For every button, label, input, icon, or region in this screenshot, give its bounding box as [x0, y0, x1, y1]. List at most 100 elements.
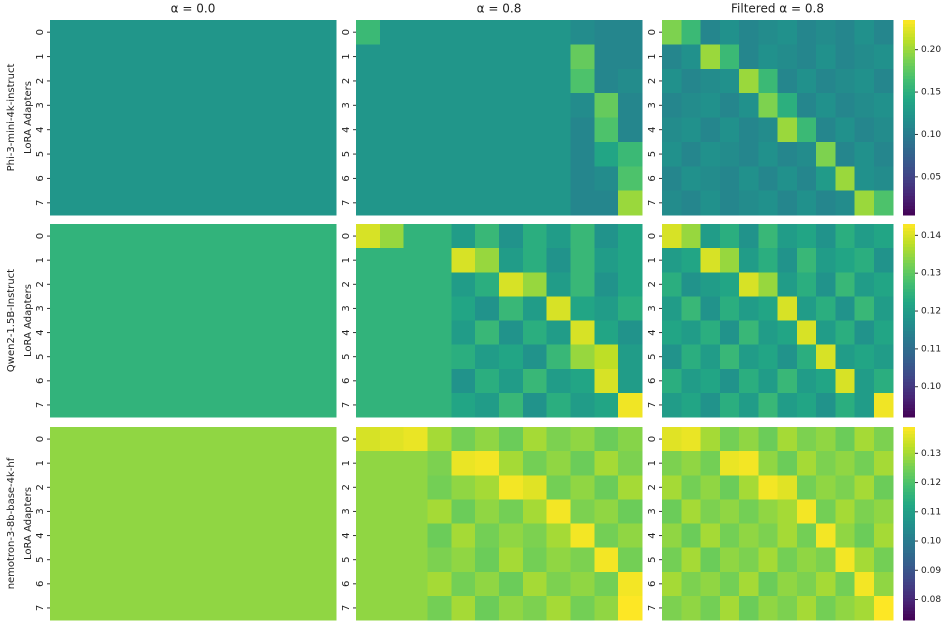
y-tick-label: 1	[35, 53, 46, 59]
y-tick-label: 2	[35, 78, 46, 84]
heatmap-cell	[451, 224, 476, 249]
heatmap-cell	[312, 272, 337, 297]
heatmap-cell	[312, 68, 337, 94]
heatmap-cell	[594, 141, 619, 167]
colorbar-segment	[903, 459, 915, 463]
heatmap-cell	[662, 523, 682, 549]
heatmap-cell	[312, 595, 337, 621]
y-tick-label: 5	[341, 557, 352, 563]
heatmap-cell	[169, 595, 194, 621]
colorbar-segment	[903, 169, 915, 174]
heatmap-cell	[700, 166, 721, 192]
heatmap-cell	[758, 344, 779, 370]
heatmap-cell	[594, 392, 619, 418]
heatmap-cell	[451, 44, 476, 70]
colorbar-segment	[903, 465, 915, 470]
heatmap-cell	[758, 44, 779, 70]
heatmap-cell	[356, 571, 381, 597]
y-tick-label: 3	[35, 305, 46, 311]
heatmap-cell	[499, 547, 524, 573]
heatmap-cell	[379, 475, 405, 500]
heatmap-cell	[816, 427, 836, 452]
heatmap-cell	[522, 68, 548, 94]
heatmap-cell	[379, 117, 405, 143]
heatmap-cell	[681, 475, 702, 500]
heatmap-cell	[169, 571, 194, 597]
heatmap-cell	[662, 595, 682, 621]
heatmap-cell	[121, 190, 146, 216]
colorbar-segment	[903, 104, 915, 109]
heatmap-cell	[73, 523, 99, 549]
heatmap-cell	[546, 20, 572, 45]
heatmap-cell	[193, 344, 218, 370]
y-tick-label: 6	[647, 581, 658, 587]
colorbar-segment	[903, 359, 915, 363]
heatmap-cell	[50, 44, 75, 70]
heatmap-cell	[681, 595, 702, 621]
heatmap-cell	[777, 320, 798, 346]
heatmap-cell	[216, 68, 242, 94]
heatmap-cell	[594, 595, 619, 621]
heatmap-cell	[854, 427, 875, 452]
heatmap-cell	[475, 392, 500, 418]
y-tick-label: 0	[35, 29, 46, 35]
y-tick-label: 3	[35, 508, 46, 514]
heatmap-cell	[356, 141, 381, 167]
heatmap-cell	[873, 499, 894, 525]
heatmap-cell	[288, 248, 313, 273]
heatmap-cell	[618, 451, 643, 476]
heatmap-cell	[777, 571, 798, 597]
heatmap-cell	[796, 392, 817, 418]
heatmap-cell	[854, 523, 875, 549]
heatmap-cell	[758, 272, 779, 297]
heatmap-cell	[618, 93, 643, 119]
colorbar-segment	[903, 475, 915, 480]
heatmap-cell	[264, 523, 289, 549]
colorbar-tick-label: 0.12	[921, 307, 941, 317]
heatmap-cell	[758, 93, 779, 119]
y-tick-label: 1	[341, 53, 352, 59]
heatmap-cell	[193, 368, 218, 394]
heatmap-cell	[719, 451, 740, 476]
heatmap-cell	[97, 571, 123, 597]
heatmap-cell	[546, 68, 572, 94]
heatmap-cell	[796, 595, 817, 621]
colorbar-segment	[903, 400, 915, 405]
heatmap-cell	[379, 392, 405, 418]
colorbar-segment	[903, 294, 915, 299]
heatmap-cell	[796, 224, 817, 249]
colorbar-segment	[903, 265, 915, 270]
heatmap-cell	[73, 451, 99, 476]
heatmap-cell	[73, 272, 99, 297]
heatmap-cell	[854, 117, 875, 143]
heatmap-cell	[288, 547, 313, 573]
colorbar-segment	[903, 198, 915, 203]
heatmap-cell	[835, 166, 856, 192]
heatmap-cell	[796, 547, 817, 573]
colorbar-segment	[903, 581, 915, 586]
heatmap-cell	[681, 427, 702, 452]
heatmap-cell	[719, 392, 740, 418]
heatmap-cell	[403, 392, 429, 418]
heatmap-cell	[145, 190, 170, 216]
heatmap-cell	[73, 190, 99, 216]
y-axis-label: LoRA Adapters	[23, 487, 34, 560]
heatmap-cell	[546, 547, 572, 573]
heatmap-cell	[681, 44, 702, 70]
heatmap-cell	[121, 68, 146, 94]
heatmap-cell	[522, 547, 548, 573]
heatmap-cell	[796, 368, 817, 394]
heatmap-cell	[50, 595, 75, 621]
heatmap-cell	[719, 320, 740, 346]
heatmap-cell	[264, 392, 289, 418]
heatmap-cell	[499, 451, 524, 476]
y-tick-label: 7	[35, 605, 46, 611]
heatmap-cell	[522, 190, 548, 216]
colorbar-segment	[903, 243, 915, 248]
heatmap-cell	[403, 44, 429, 70]
heatmap-cell	[719, 595, 740, 621]
colorbar-segment	[903, 397, 915, 402]
heatmap-cell	[662, 296, 682, 322]
colorbar-segment	[903, 330, 915, 334]
heatmap-cell	[50, 68, 75, 94]
